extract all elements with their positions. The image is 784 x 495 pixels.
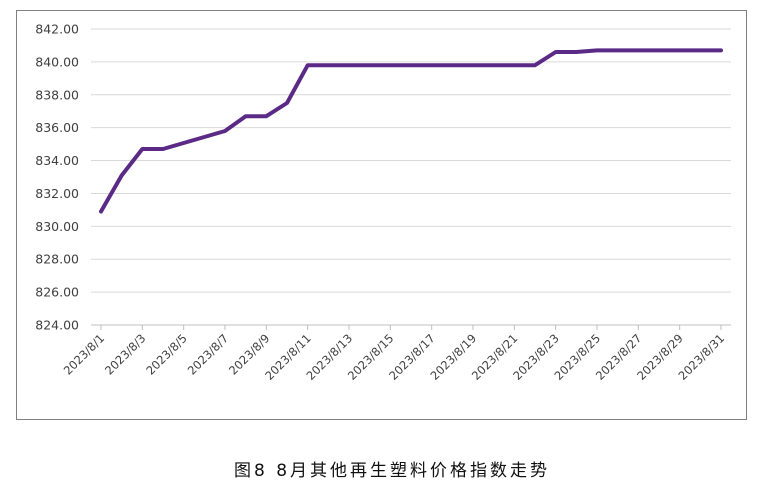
y-tick-label: 826.00 <box>35 285 79 300</box>
x-tick-label: 2023/8/3 <box>102 331 148 377</box>
y-tick-label: 832.00 <box>35 186 79 201</box>
series-line <box>99 48 723 214</box>
y-tick-label: 834.00 <box>35 153 79 168</box>
chart-frame: 824.00 826.00 828.00 830.00 832.00 834.00 836.… <box>16 10 747 420</box>
y-tick-label: 824.00 <box>35 318 79 333</box>
y-tick-label: 830.00 <box>35 219 79 234</box>
y-tick-label: 840.00 <box>35 54 79 69</box>
y-tick-label: 828.00 <box>35 252 79 267</box>
y-tick-label: 836.00 <box>35 120 79 135</box>
x-tick-label: 2023/8/1 <box>61 331 107 377</box>
x-tick-labels: 2023/8/12023/8/32023/8/52023/8/72023/8/9… <box>61 331 727 383</box>
figure-caption: 图8 8月其他再生塑料价格指数走势 <box>233 461 551 481</box>
y-tick-labels: 824.00 826.00 828.00 830.00 832.00 834.00 836.… <box>35 22 79 333</box>
y-tick-label: 838.00 <box>35 87 79 102</box>
line-chart: 824.00 826.00 828.00 830.00 832.00 834.00 836.… <box>35 22 731 383</box>
x-tick-label: 2023/8/7 <box>185 331 231 377</box>
y-tick-label: 842.00 <box>35 22 79 37</box>
x-tick-label: 2023/8/5 <box>143 331 189 377</box>
series-layer <box>99 48 723 214</box>
axes <box>91 324 731 330</box>
grid-lines <box>91 28 731 293</box>
